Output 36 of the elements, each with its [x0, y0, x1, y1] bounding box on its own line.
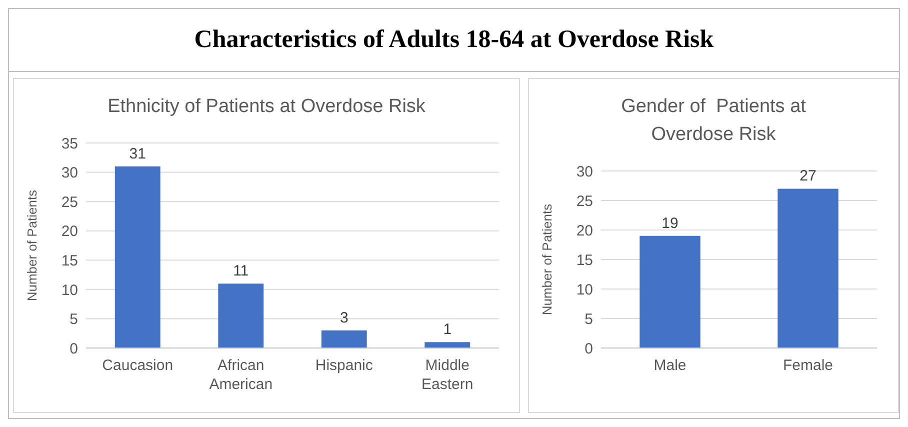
y-tick-label: 10 — [61, 282, 78, 299]
bar — [424, 342, 470, 348]
text: Characteristics of Adults 18-64 at Overdose Risk — [9, 9, 899, 72]
y-tick-label: 30 — [576, 163, 593, 180]
x-tick-label: African American — [209, 357, 273, 393]
y-tick-label: 20 — [61, 223, 78, 240]
x-tick-label: Male — [654, 357, 686, 374]
y-tick-label: 20 — [576, 222, 593, 240]
x-tick-label: Caucasion — [102, 357, 174, 374]
data-label: 19 — [662, 214, 678, 232]
y-tick-label: 35 — [61, 135, 78, 152]
bar — [218, 284, 264, 348]
data-label: 31 — [129, 145, 146, 162]
y-tick-label: 15 — [61, 252, 78, 270]
chart-title: Ethnicity of Patients at Overdose Risk — [106, 95, 426, 119]
data-label: 1 — [443, 321, 452, 338]
y-tick-label: 30 — [61, 164, 78, 182]
x-tick-label: Female — [782, 357, 834, 374]
data-label: 3 — [340, 309, 348, 326]
y-tick-label: 15 — [576, 252, 593, 269]
y-tick-label: 5 — [584, 310, 593, 328]
y-tick-label: 10 — [576, 281, 593, 298]
y-axis-title: Number of Patients — [24, 189, 40, 302]
chart-title: Gender of Patients at Overdose Risk — [620, 95, 807, 147]
x-tick-label: Middle Eastern — [422, 357, 474, 393]
y-tick-label: 0 — [70, 340, 78, 358]
x-tick-label: Hispanic — [315, 357, 374, 374]
bar — [321, 330, 367, 348]
y-tick-label: 25 — [576, 192, 593, 210]
data-label: 27 — [800, 168, 816, 185]
data-label: 11 — [233, 262, 249, 280]
y-tick-label: 25 — [61, 194, 78, 211]
y-axis-title: Number of Patients — [540, 203, 555, 316]
y-tick-label: 0 — [584, 340, 593, 358]
bar — [114, 166, 160, 348]
y-tick-label: 5 — [70, 311, 78, 328]
